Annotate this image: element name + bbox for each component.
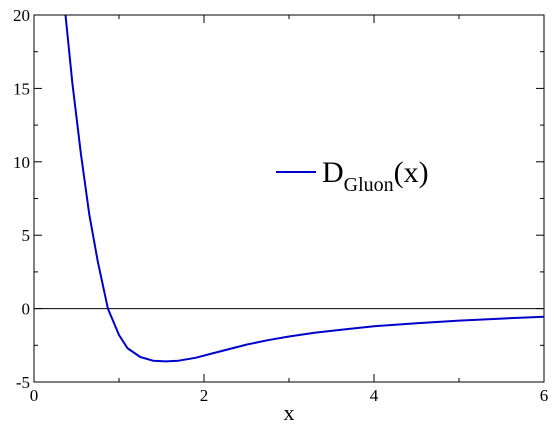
y-tick-label: -5	[16, 373, 30, 392]
legend-subscript: Gluon	[344, 174, 394, 196]
x-tick-label: 6	[540, 386, 549, 405]
x-tick-label: 4	[370, 386, 379, 405]
y-tick-label: 15	[13, 79, 30, 98]
y-axis: -5 0 5 10 15 20	[13, 6, 544, 392]
y-tick-label: 10	[13, 153, 30, 172]
x-axis-label: x	[284, 400, 295, 425]
plot-area	[33, 14, 545, 383]
legend: DGluon(x)	[276, 156, 429, 196]
x-tick-label: 0	[30, 386, 39, 405]
plot-frame	[33, 14, 545, 383]
y-tick-label: 0	[22, 300, 31, 319]
y-tick-label: 20	[13, 6, 30, 25]
y-tick-label: 5	[22, 226, 31, 245]
legend-main: D	[322, 156, 344, 189]
x-axis: 0 2 4 6	[30, 15, 549, 405]
x-tick-label: 2	[200, 386, 209, 405]
series-line	[64, 15, 544, 363]
legend-suffix: (x)	[394, 156, 429, 189]
legend-label: DGluon(x)	[322, 156, 429, 196]
